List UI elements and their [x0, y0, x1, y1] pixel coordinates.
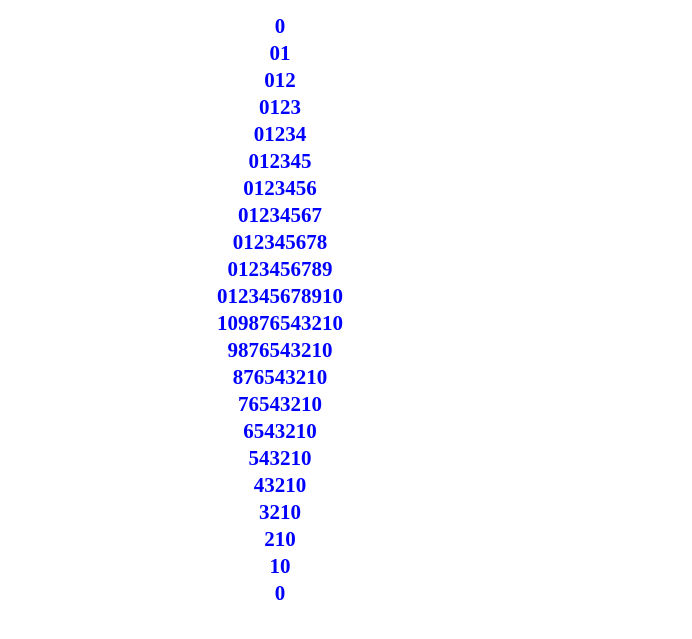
pattern-line-16: 6543210	[243, 419, 317, 443]
pattern-line-14: 876543210	[232, 365, 328, 389]
pattern-line-13: 9876543210	[227, 338, 333, 362]
pattern-line-5: 01234	[253, 122, 307, 146]
pattern-line-19: 3210	[259, 500, 301, 524]
pattern-line-10: 0123456789	[227, 257, 333, 281]
pattern-line-20: 210	[264, 527, 296, 551]
pattern-line-8: 01234567	[238, 203, 322, 227]
pattern-line-15: 76543210	[238, 392, 322, 416]
number-pyramid: 0 01 012 0123 01234 012345 0123456 01234…	[0, 13, 560, 607]
pattern-line-2: 01	[269, 41, 291, 65]
pattern-line-4: 0123	[259, 95, 301, 119]
pattern-line-12: 109876543210	[217, 311, 343, 335]
pattern-line-21: 10	[269, 554, 291, 578]
pattern-line-18: 43210	[253, 473, 307, 497]
pattern-line-22: 0	[274, 581, 286, 605]
pattern-line-7: 0123456	[243, 176, 317, 200]
pattern-line-3: 012	[264, 68, 296, 92]
pattern-line-1: 0	[274, 14, 286, 38]
pattern-line-17: 543210	[248, 446, 312, 470]
pattern-line-9: 012345678	[232, 230, 328, 254]
pattern-line-11: 012345678910	[217, 284, 343, 308]
pattern-line-6: 012345	[248, 149, 312, 173]
